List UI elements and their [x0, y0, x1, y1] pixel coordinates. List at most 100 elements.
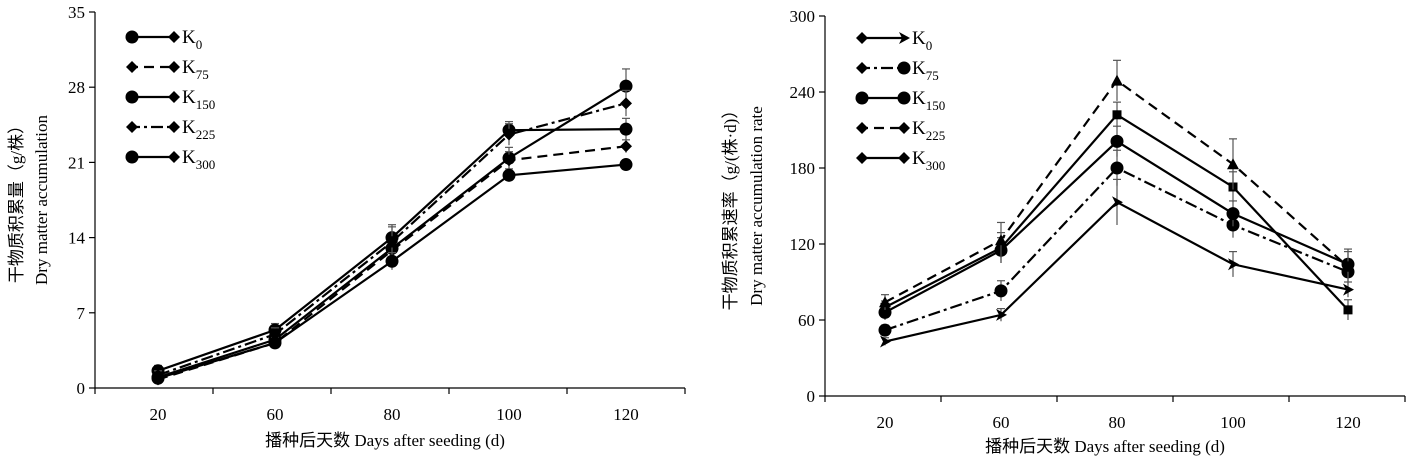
legend-marker: [168, 121, 180, 133]
legend-item-K225: K225: [126, 117, 215, 142]
x-tick-label: 20: [877, 413, 894, 432]
legend-label-main: K: [912, 58, 926, 79]
legend-marker: [168, 91, 180, 103]
legend-label: K150: [182, 87, 215, 112]
legend-marker: [897, 61, 911, 75]
legend-item-K0: K0: [856, 28, 932, 53]
legend-item-K75: K75: [126, 57, 209, 82]
data-point: [878, 323, 892, 337]
y-tick-label: 180: [790, 159, 816, 178]
legend-label-sub: 150: [196, 97, 216, 112]
legend-label-sub: 225: [196, 127, 216, 142]
data-point: [1343, 305, 1353, 315]
series-K300: [151, 158, 633, 385]
y-tick-label: 240: [790, 83, 816, 102]
legend-item-K300: K300: [125, 147, 215, 172]
y-tick-label: 0: [77, 379, 86, 398]
legend-marker: [856, 62, 868, 74]
legend-item-K0: K0: [125, 27, 203, 52]
legend-marker: [856, 32, 868, 44]
series-K225: [879, 59, 1354, 310]
series-K300: [880, 178, 1354, 348]
y-tick-label: 35: [68, 3, 85, 22]
legend-label-main: K: [912, 148, 926, 169]
legend-label: K225: [912, 118, 945, 143]
data-point: [1226, 207, 1240, 221]
x-axis-title: 播种后天数 Days after seeding (d): [985, 437, 1225, 456]
legend-marker: [126, 61, 138, 73]
legend-item-K225: K225: [856, 118, 945, 143]
legend-marker: [168, 61, 180, 73]
y-tick-label: 7: [77, 304, 86, 323]
legend-marker: [168, 31, 180, 43]
y-tick-label: 0: [807, 387, 816, 406]
legend-marker: [126, 121, 138, 133]
legend-label-main: K: [182, 27, 196, 48]
data-point: [386, 235, 398, 248]
y-axis-title-cn: 干物质积累速率（g/(株·d)）: [721, 102, 740, 311]
legend-label-sub: 150: [926, 98, 946, 113]
data-point: [503, 154, 515, 167]
legend-label-sub: 75: [926, 68, 939, 83]
legend-item-K150: K150: [125, 87, 215, 112]
x-tick-label: 120: [613, 405, 639, 424]
legend-label: K300: [912, 148, 945, 173]
y-axis-title-cn: 干物质积累量（g/株）: [7, 117, 26, 283]
data-point: [1111, 74, 1123, 86]
x-tick-label: 100: [496, 405, 522, 424]
data-point: [619, 79, 633, 93]
y-tick-label: 14: [68, 229, 86, 248]
x-tick-label: 120: [1335, 413, 1361, 432]
legend-label-main: K: [182, 147, 196, 168]
series-K75: [878, 149, 1355, 337]
y-tick-label: 28: [68, 78, 85, 97]
legend-item-K75: K75: [856, 58, 939, 83]
y-axis-title-en: Dry matter accumulation: [32, 115, 51, 285]
legend-label-sub: 0: [926, 38, 933, 53]
data-point: [620, 140, 632, 153]
legend-item-K300: K300: [856, 148, 945, 173]
legend-label: K75: [182, 57, 209, 82]
data-point: [996, 308, 1007, 321]
data-point: [994, 284, 1008, 298]
legend-label-sub: 75: [196, 67, 209, 82]
data-point: [879, 296, 891, 308]
legend-label: K75: [912, 58, 939, 83]
series-K225: [152, 89, 632, 382]
y-tick-label: 300: [790, 7, 816, 26]
legend-label: K300: [182, 147, 215, 172]
legend-label-main: K: [182, 57, 196, 78]
chart-dry-matter-accumulation-rate: 0 60 120 180 240 300 20 60 80 100 120 播种后天数 Days af…: [721, 7, 1406, 456]
data-point: [268, 336, 282, 350]
y-tick-label: 60: [798, 311, 815, 330]
legend-label-main: K: [912, 88, 926, 109]
data-point: [619, 122, 633, 136]
x-axis-title: 播种后天数 Days after seeding (d): [265, 431, 505, 450]
legend-marker: [125, 150, 139, 164]
legend-label-sub: 300: [196, 157, 216, 172]
data-point: [502, 168, 516, 182]
x-tick-label: 80: [1109, 413, 1126, 432]
data-point: [1112, 110, 1122, 120]
legend-marker: [168, 151, 180, 163]
legend-marker: [856, 152, 868, 164]
legend-label-sub: 0: [196, 37, 203, 52]
data-point: [151, 371, 165, 385]
legend-marker: [897, 91, 911, 105]
x-tick-label: 60: [993, 413, 1010, 432]
data-point: [1110, 161, 1124, 175]
data-point: [1110, 134, 1124, 148]
x-tick-label: 100: [1220, 413, 1246, 432]
y-axis-title-en: Dry matter accumulation rate: [747, 106, 766, 306]
data-point: [878, 305, 892, 319]
legend-label-sub: 225: [926, 128, 946, 143]
legend-label-main: K: [912, 118, 926, 139]
legend-marker: [125, 30, 139, 44]
series-line: [884, 166, 1349, 332]
y-tick-label: 120: [790, 235, 816, 254]
legend-label: K150: [912, 88, 945, 113]
x-tick-label: 80: [384, 405, 401, 424]
